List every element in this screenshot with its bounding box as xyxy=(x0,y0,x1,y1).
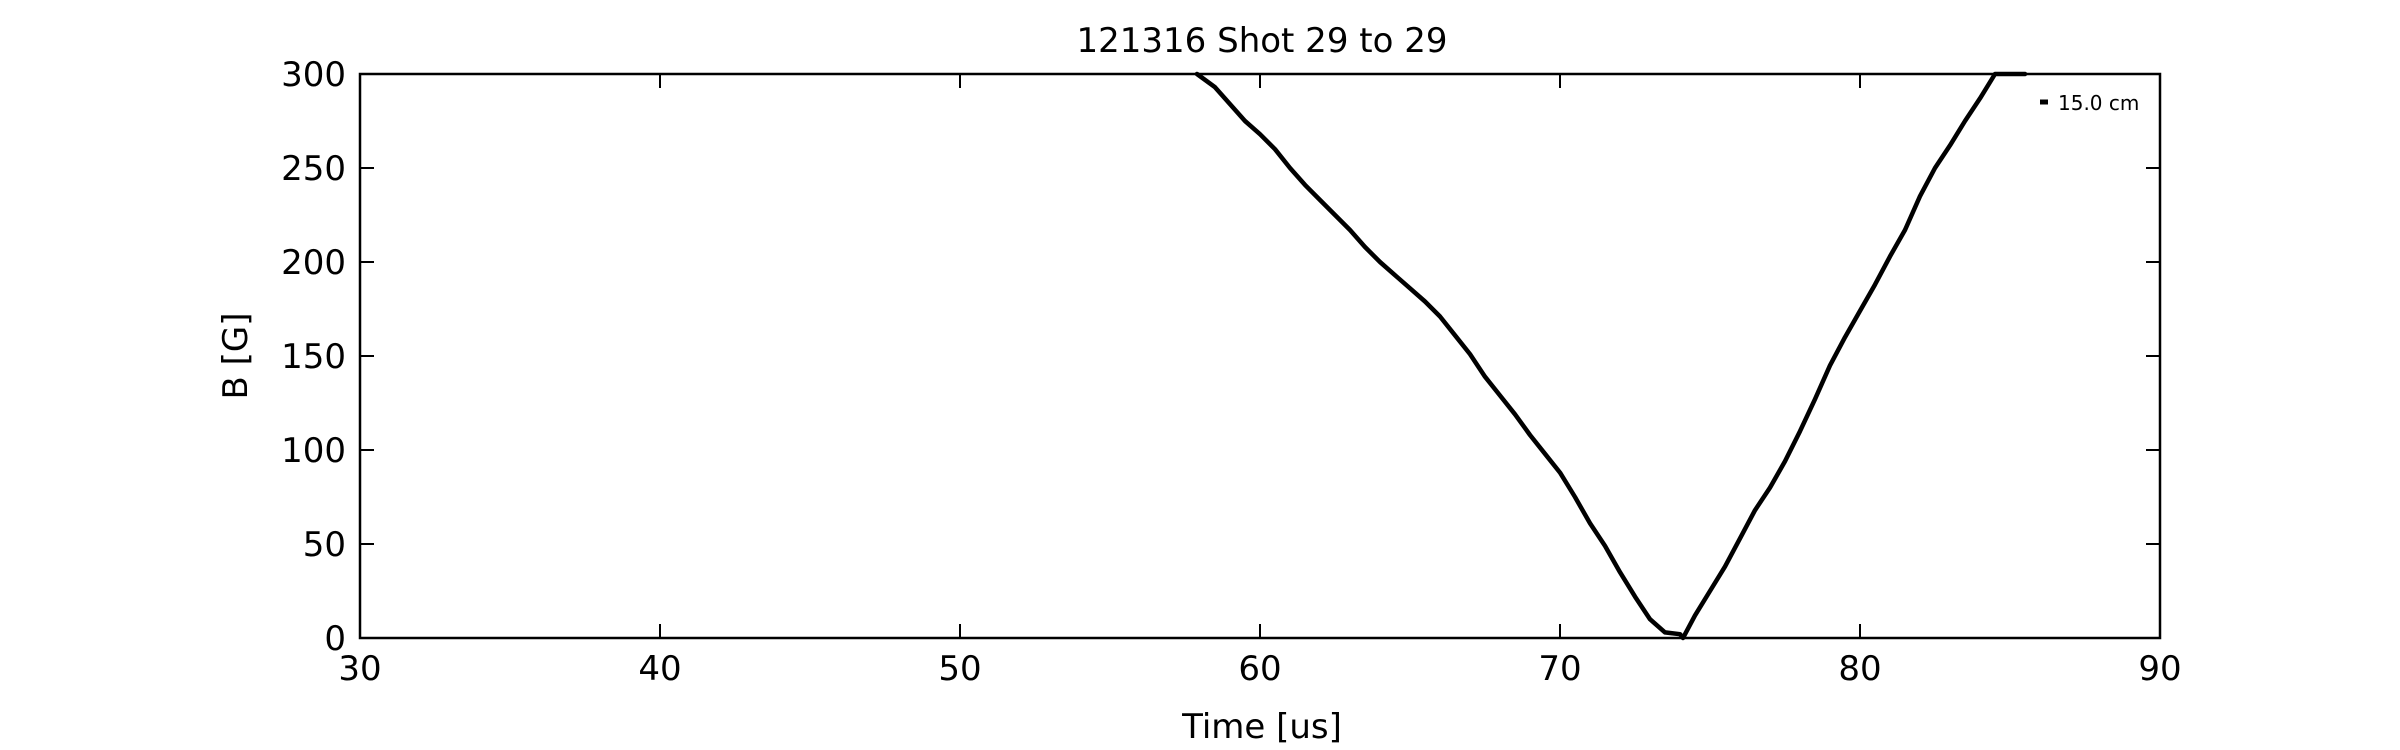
legend: 15.0 cm xyxy=(2040,91,2139,115)
x-tick-label: 60 xyxy=(1238,649,1281,689)
x-tick-label: 90 xyxy=(2138,649,2181,689)
legend-label: 15.0 cm xyxy=(2058,91,2139,115)
series-layer xyxy=(1194,71,2028,641)
x-tick-label: 40 xyxy=(638,649,681,689)
x-tick-label: 80 xyxy=(1838,649,1881,689)
y-tick-label: 300 xyxy=(281,55,346,95)
x-axis-label: Time [us] xyxy=(1181,707,1342,747)
y-tick-label: 250 xyxy=(281,149,346,189)
y-tick-label: 50 xyxy=(303,525,346,565)
y-tick-label: 200 xyxy=(281,243,346,283)
y-tick-label: 0 xyxy=(324,619,346,659)
axes-frame xyxy=(358,72,2162,640)
x-axis: 30 40 50 60 70 80 90 xyxy=(338,74,2182,689)
series-line-15cm xyxy=(1194,71,2028,641)
chart-title: 121316 Shot 29 to 29 xyxy=(1077,21,1448,61)
plot-area: 30 40 50 60 70 80 90 0 50 100 150 200 250 300 xyxy=(281,55,2182,689)
x-tick-label: 30 xyxy=(338,649,381,689)
y-axis: 0 50 100 150 200 250 300 xyxy=(281,55,2160,659)
y-tick-label: 150 xyxy=(281,337,346,377)
x-tick-label: 70 xyxy=(1538,649,1581,689)
y-tick-label: 100 xyxy=(281,431,346,471)
x-tick-label: 50 xyxy=(938,649,981,689)
y-axis-label: B [G] xyxy=(216,312,256,399)
